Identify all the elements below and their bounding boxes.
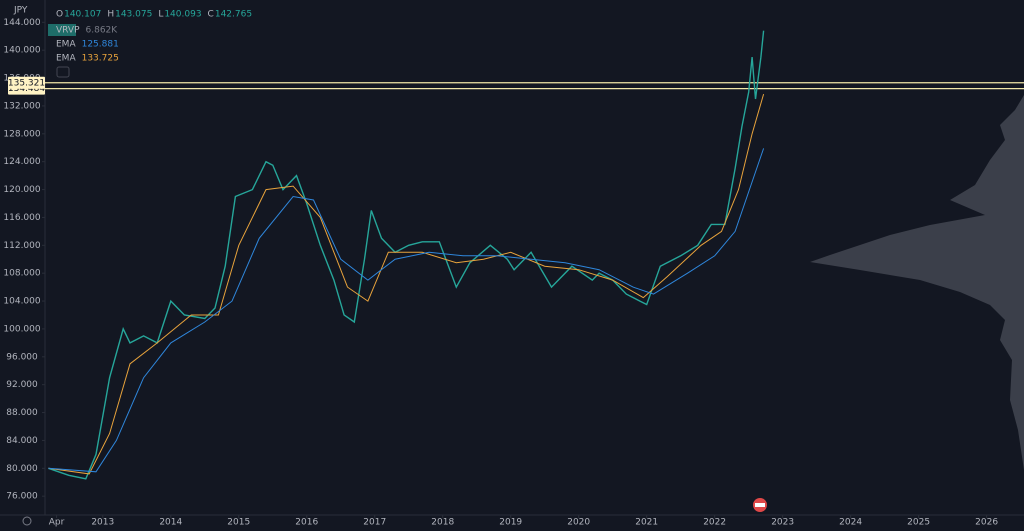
x-tick-label: Apr — [49, 518, 65, 528]
vrvp-badge — [48, 24, 76, 36]
x-tick-label: 2024 — [839, 518, 862, 528]
ohlc-value: 140.093 — [164, 10, 201, 20]
y-tick-label: 116.000 — [3, 213, 40, 223]
event-flag-icon — [755, 503, 765, 507]
y-tick-label: 144.000 — [3, 18, 40, 28]
price-label: 135.321 — [8, 78, 45, 88]
x-tick-label: 2021 — [635, 518, 658, 528]
x-tick-label: 2022 — [703, 518, 726, 528]
x-tick-label: 2017 — [363, 518, 386, 528]
y-tick-label: 128.000 — [3, 129, 40, 139]
y-tick-label: 104.000 — [3, 297, 40, 307]
collapse-button[interactable] — [56, 66, 70, 78]
x-tick-label: 2026 — [975, 518, 998, 528]
y-tick-label: 124.000 — [3, 157, 40, 167]
y-tick-label: 132.000 — [3, 101, 40, 111]
y-tick-label: 80.000 — [6, 464, 38, 474]
indicator-name: VRVP — [56, 26, 80, 36]
legend: O 140.107 H 143.075 L 140.093 C 142.765 VRVP 6.86… — [48, 10, 252, 64]
y-tick-label: 108.000 — [3, 269, 40, 279]
x-tick-label: 2019 — [499, 518, 522, 528]
ohlc-value: 143.075 — [115, 10, 152, 20]
y-tick-label: 120.000 — [3, 185, 40, 195]
y-tick-label: 140.000 — [3, 46, 40, 56]
ema-line — [48, 93, 765, 475]
ohlc-value: 142.765 — [215, 10, 252, 20]
indicator-name: EMA — [56, 54, 76, 64]
settings-icon[interactable] — [22, 516, 32, 526]
ohlc-key: C — [208, 10, 214, 20]
x-tick-label: 2018 — [431, 518, 454, 528]
y-tick-label: 96.000 — [6, 352, 38, 362]
price-label-box — [8, 76, 45, 89]
volume-profile — [810, 95, 1024, 470]
x-tick-label: 2025 — [907, 518, 930, 528]
y-tick-label: 112.000 — [3, 241, 40, 251]
indicator-value: 133.725 — [82, 54, 119, 64]
indicator-value: 125.881 — [82, 40, 119, 50]
indicator-name: EMA — [56, 40, 76, 50]
ohlc-key: L — [158, 10, 163, 20]
ohlc-key: H — [107, 10, 114, 20]
x-tick-label: 2020 — [567, 518, 590, 528]
x-tick-label: 2023 — [771, 518, 794, 528]
ema-line — [48, 148, 765, 473]
x-tick-label: 2014 — [159, 518, 182, 528]
x-tick-label: 2015 — [227, 518, 250, 528]
ohlc-key: O — [56, 10, 63, 20]
y-tick-label: 92.000 — [6, 380, 38, 390]
plot-area — [45, 30, 1024, 480]
x-tick-label: 2013 — [91, 518, 114, 528]
price-label: 134.484 — [8, 84, 45, 94]
ohlc-value: 140.107 — [64, 10, 101, 20]
price-line-series — [48, 30, 765, 480]
y-tick-label: 88.000 — [6, 408, 38, 418]
y-tick-label: 76.000 — [6, 492, 38, 502]
x-tick-label: 2016 — [295, 518, 318, 528]
y-tick-label: 100.000 — [3, 324, 40, 334]
currency-label: JPY — [13, 6, 28, 16]
indicator-value: 6.862K — [86, 26, 119, 36]
y-tick-label: 84.000 — [6, 436, 38, 446]
